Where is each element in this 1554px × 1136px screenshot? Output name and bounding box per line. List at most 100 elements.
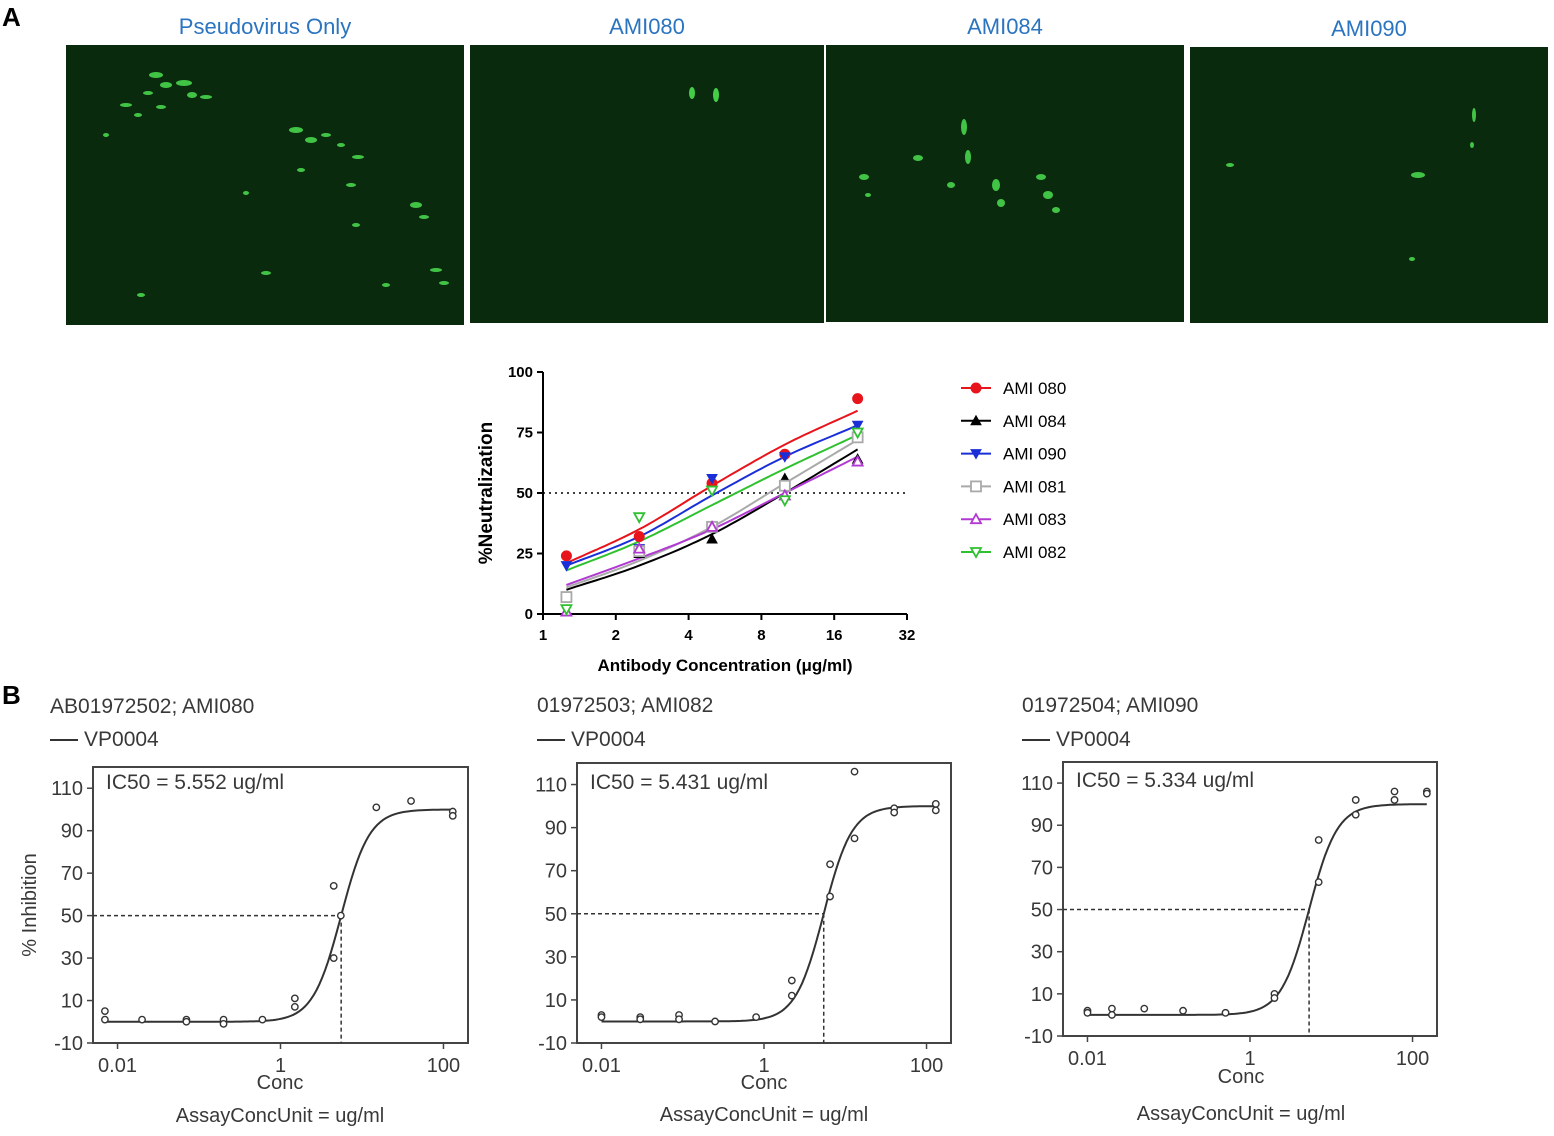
micrograph-ami090-svg xyxy=(1226,108,1476,261)
data-point-ami-090 xyxy=(706,473,718,485)
y-tick-label: 30 xyxy=(545,947,567,969)
data-point xyxy=(290,1003,299,1011)
y-tick-label: 70 xyxy=(1031,857,1053,879)
data-point xyxy=(1083,1008,1092,1017)
x-tick-label: 4 xyxy=(684,627,693,644)
data-point xyxy=(931,806,940,815)
fit-curve-ami-082 xyxy=(566,433,859,572)
ic50-annotation: IC50 = 5.552 ug/ml xyxy=(106,771,284,794)
data-point-ami-084 xyxy=(706,532,718,544)
data-point-ami-082 xyxy=(705,485,719,498)
x-tick-label: 16 xyxy=(826,627,843,644)
micrograph-ami084 xyxy=(826,45,1184,322)
neutralization-chart: 0 25 50 75 100 1 2 4 8 16 32 Antibody Concentration… xyxy=(476,364,1066,675)
chart-title: AB01972502; AMI080 xyxy=(50,695,254,718)
y-tick-label: 75 xyxy=(516,425,533,442)
chart-title: 01972503; AMI082 xyxy=(537,694,713,717)
data-point-ami-083 xyxy=(705,520,719,532)
data-point-ami-082 xyxy=(559,604,573,617)
data-point xyxy=(752,1013,761,1022)
data-point xyxy=(448,811,457,820)
fit-curve xyxy=(1087,803,1427,1016)
micrograph-pseudovirus-svg xyxy=(103,72,449,297)
y-tick-label: 90 xyxy=(1031,815,1053,837)
panel-label-a: A xyxy=(2,2,21,32)
micrograph-ami080-svg xyxy=(689,87,719,102)
legend-marker xyxy=(970,382,982,394)
y-tick-label: 0 xyxy=(525,606,533,623)
x-axis-title: Conc xyxy=(741,1072,788,1094)
legend-label: VP0004 xyxy=(1056,728,1131,751)
y-tick-label: 30 xyxy=(61,948,83,970)
y-tick-label: -10 xyxy=(538,1033,567,1055)
micrograph-pseudovirus-only xyxy=(66,45,464,325)
fit-curve xyxy=(104,808,453,1023)
x-tick-label: 32 xyxy=(899,627,916,644)
x-tick-label: 1 xyxy=(275,1055,286,1077)
legend-marker xyxy=(969,512,983,525)
data-point-ami-083 xyxy=(851,454,865,467)
legend-label: VP0004 xyxy=(84,728,159,751)
x-tick-label: 1 xyxy=(758,1055,769,1077)
legend-marker xyxy=(970,480,982,493)
ic50-chart-ami080: AB01972502; AMI080 VP0004 IC50 = 5.552 ug/… xyxy=(19,695,469,1127)
unit-label: AssayConcUnit = ug/ml xyxy=(660,1104,868,1126)
y-tick-label: 10 xyxy=(545,990,567,1012)
y-tick-label: 50 xyxy=(61,906,83,928)
data-point xyxy=(1390,787,1399,796)
x-tick-label: 100 xyxy=(427,1055,460,1077)
data-point xyxy=(850,834,859,843)
x-tick-label: 2 xyxy=(612,627,620,644)
data-point xyxy=(290,994,299,1003)
legend-marker xyxy=(970,414,982,426)
y-tick-label: 25 xyxy=(516,546,533,563)
legend-marker xyxy=(970,449,982,460)
legend-label: AMI 084 xyxy=(1003,412,1066,431)
y-axis-title: % Inhibition xyxy=(19,853,41,956)
x-tick-label: 0.01 xyxy=(1068,1048,1107,1070)
data-point xyxy=(826,860,834,869)
data-point xyxy=(1351,796,1360,804)
y-tick-label: -10 xyxy=(54,1033,83,1055)
data-point xyxy=(101,1007,109,1016)
chart-title: 01972504; AMI090 xyxy=(1022,694,1198,717)
y-tick-label: 110 xyxy=(51,778,83,800)
image-title-ami090: AMI090 xyxy=(1331,16,1407,41)
x-tick-label: 8 xyxy=(757,627,765,644)
data-point xyxy=(1270,994,1279,1002)
data-point-ami-082 xyxy=(632,512,646,525)
data-point xyxy=(1314,836,1323,844)
image-title-pseudovirus: Pseudovirus Only xyxy=(178,14,352,39)
legend-label: VP0004 xyxy=(571,728,646,751)
ic50-chart-ami090: 01972504; AMI090 VP0004 IC50 = 5.334 ug/ml… xyxy=(1021,694,1438,1125)
legend-label: AMI 090 xyxy=(1003,445,1066,464)
data-point-ami-081 xyxy=(560,591,573,603)
x-axis-title: Conc xyxy=(1218,1066,1265,1088)
y-tick-label: 70 xyxy=(61,863,83,885)
data-point-ami-090 xyxy=(778,452,791,463)
y-tick-label: 10 xyxy=(1031,984,1053,1006)
image-title-ami080: AMI080 xyxy=(609,14,685,39)
ic50-annotation: IC50 = 5.431 ug/ml xyxy=(590,771,768,794)
panel-label-b: B xyxy=(2,680,21,710)
y-tick-label: 110 xyxy=(535,775,567,797)
x-tick-label: 1 xyxy=(1244,1048,1255,1070)
y-tick-label: 100 xyxy=(508,364,533,381)
y-tick-label: -10 xyxy=(1024,1026,1053,1048)
data-point xyxy=(787,991,796,1000)
data-point xyxy=(219,1019,228,1028)
data-point-ami-082 xyxy=(778,495,792,508)
data-point xyxy=(329,954,338,962)
unit-label: AssayConcUnit = ug/ml xyxy=(176,1105,384,1127)
data-point xyxy=(182,1017,191,1026)
data-point xyxy=(597,1013,606,1022)
data-point xyxy=(1314,878,1323,887)
data-point xyxy=(1179,1006,1187,1015)
x-axis-title: Antibody Concentration (μg/ml) xyxy=(598,656,853,675)
legend-label: AMI 080 xyxy=(1003,379,1066,398)
data-point xyxy=(1351,810,1360,819)
data-point xyxy=(329,881,338,890)
legend-marker xyxy=(969,547,983,559)
data-point-ami-090 xyxy=(560,561,573,572)
plot-frame xyxy=(1062,761,1438,1037)
